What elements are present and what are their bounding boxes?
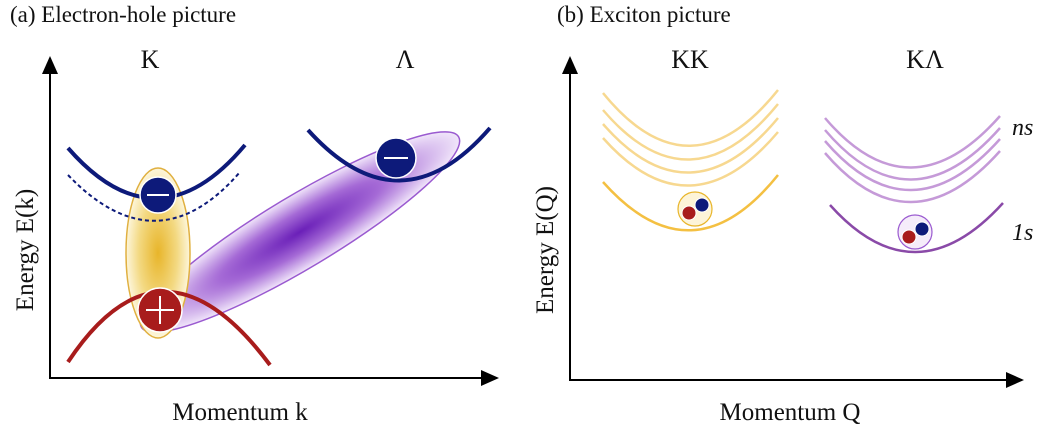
figure: (a) Electron-hole picture K Λ Energy E(k… <box>0 0 1050 433</box>
panel-title: (b) Exciton picture <box>557 2 731 27</box>
x-axis-label: Momentum k <box>172 399 308 426</box>
y-axis-label: Energy E(k) <box>12 189 39 311</box>
panel-b: (b) Exciton picture KK KΛ ns 1s Energy E… <box>532 2 1033 426</box>
panel-title: (a) Electron-hole picture <box>10 2 236 27</box>
x-axis-label: Momentum Q <box>720 399 861 426</box>
ns-states <box>825 116 1000 202</box>
valley-label: KK <box>671 45 709 74</box>
valley-label: Λ <box>396 45 415 74</box>
electron <box>695 198 709 212</box>
y-axis-label: Energy E(Q) <box>532 186 559 314</box>
ns-states <box>603 90 778 186</box>
valley-label: KΛ <box>906 45 944 74</box>
state-label: ns <box>1012 115 1033 141</box>
valley-label: K <box>141 45 160 74</box>
state-label: 1s <box>1012 220 1033 246</box>
hole <box>682 206 696 220</box>
panel-a: (a) Electron-hole picture K Λ Energy E(k… <box>10 2 497 426</box>
hole <box>902 230 916 244</box>
electron <box>915 222 929 236</box>
